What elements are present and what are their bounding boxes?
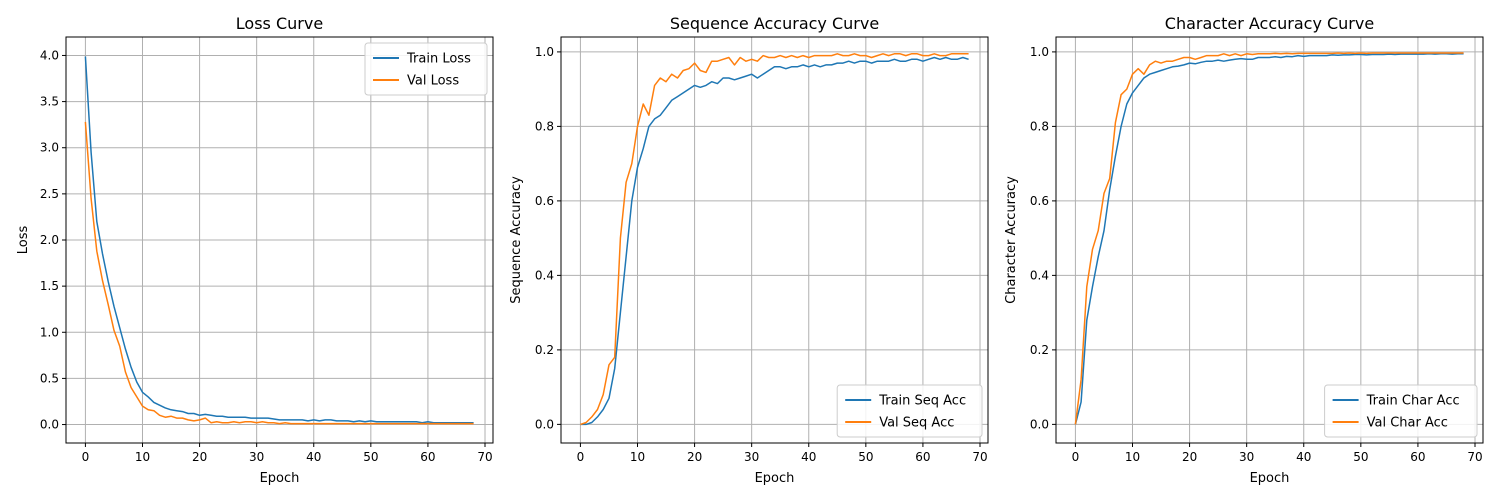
x-tick-label: 0 [1072,450,1080,464]
y-tick-label: 0.6 [1030,194,1049,208]
y-tick-label: 1.0 [535,45,554,59]
x-tick-label: 60 [420,450,435,464]
chart-title: Loss Curve [236,14,323,33]
x-tick-label: 30 [249,450,264,464]
legend-entry: Train Loss [406,52,471,67]
x-tick-label: 50 [1353,450,1368,464]
x-axis-label: Epoch [1250,471,1290,486]
chart-title: Character Accuracy Curve [1165,14,1374,33]
y-tick-label: 3.5 [40,95,59,109]
plot-frame [560,36,989,444]
legend-entry: Val Seq Acc [879,416,954,431]
series-line-val-loss [84,121,474,425]
y-axis-label: Loss [16,226,31,255]
y-tick-label: 2.0 [40,233,59,247]
y-tick-label: 0.2 [535,343,554,357]
x-tick-label: 40 [801,450,816,464]
x-tick-label: 60 [915,450,930,464]
x-tick-label: 40 [1296,450,1311,464]
x-tick-label: 20 [1182,450,1197,464]
y-tick-label: 2.5 [40,187,59,201]
y-axis-label: Sequence Accuracy [509,176,524,304]
legend-entry: Train Seq Acc [878,394,966,409]
series-line-train-loss [84,56,474,424]
legend-frame [836,384,983,438]
series-line-train-char-acc [1074,53,1464,425]
x-tick-label: 50 [858,450,873,464]
x-tick-label: 20 [192,450,207,464]
y-tick-label: 1.5 [40,279,59,293]
y-tick-label: 0.6 [535,194,554,208]
x-tick-label: 50 [363,450,378,464]
x-tick-label: 10 [630,450,645,464]
y-tick-label: 0.0 [535,417,554,431]
x-tick-label: 10 [1125,450,1140,464]
x-tick-label: 30 [744,450,759,464]
x-tick-label: 70 [972,450,987,464]
plot-frame [1055,36,1484,444]
y-tick-label: 0.8 [535,119,554,133]
x-tick-label: 20 [687,450,702,464]
legend: Train Seq Acc Val Seq Acc [836,384,983,438]
y-tick-label: 1.0 [40,325,59,339]
x-tick-label: 70 [1467,450,1482,464]
x-tick-label: 30 [1239,450,1254,464]
x-tick-label: 10 [135,450,150,464]
x-axis-label: Epoch [755,471,795,486]
y-tick-label: 0.8 [1030,119,1049,133]
x-tick-label: 70 [477,450,492,464]
legend-entry: Val Char Acc [1367,416,1448,431]
y-axis-label: Character Accuracy [1004,176,1019,304]
legend-frame [1324,384,1478,438]
y-tick-label: 0.2 [1030,343,1049,357]
y-tick-label: 0.0 [40,418,59,432]
legend: Train Loss Val Loss [364,42,488,96]
x-tick-label: 60 [1410,450,1425,464]
x-axis-label: Epoch [260,471,300,486]
chart-title: Sequence Accuracy Curve [670,14,879,33]
y-tick-label: 4.0 [40,48,59,62]
legend-entry: Val Loss [407,74,459,89]
series-line-val-char-acc [1074,52,1464,425]
legend-entry: Train Char Acc [1366,394,1460,409]
series-line-val-seq-acc [580,53,969,426]
y-tick-label: 0.5 [40,371,59,385]
y-tick-label: 3.0 [40,141,59,155]
x-tick-label: 40 [306,450,321,464]
y-tick-label: 0.4 [535,268,554,282]
y-tick-label: 0.4 [1030,268,1049,282]
x-tick-label: 0 [577,450,585,464]
y-tick-label: 0.0 [1030,417,1049,431]
y-tick-label: 1.0 [1030,45,1049,59]
legend-frame [364,42,488,96]
x-tick-label: 0 [82,450,90,464]
series-line-train-seq-acc [580,56,969,426]
sequence-accuracy-panel: Sequence Accuracy Curve Epoch Sequence A… [509,14,989,486]
loss-curve-panel: Loss Curve Epoch Loss 0 10 20 30 40 50 60 70 0.0… [16,14,494,486]
legend: Train Char Acc Val Char Acc [1324,384,1478,438]
character-accuracy-panel: Character Accuracy Curve Epoch Character… [1004,14,1484,486]
